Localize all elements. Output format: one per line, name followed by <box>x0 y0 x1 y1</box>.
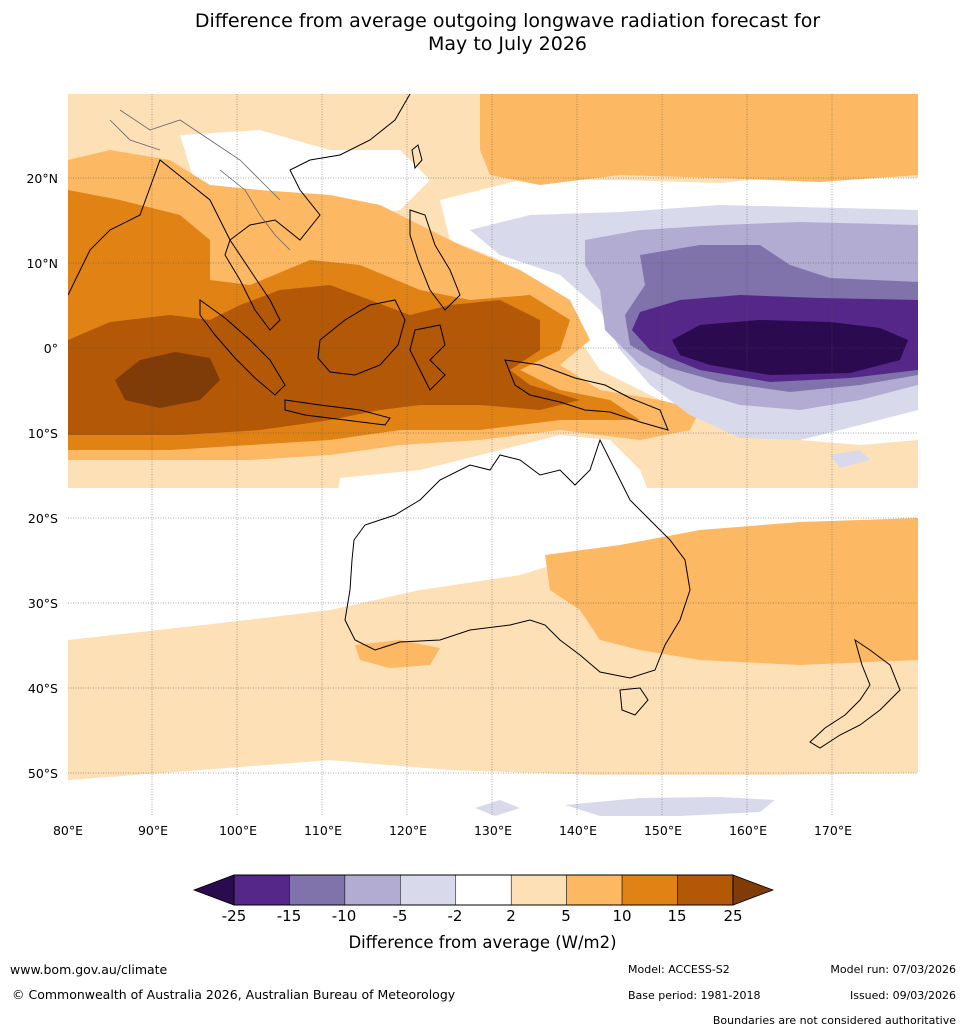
issued-text: Issued: 09/03/2026 <box>849 989 956 1002</box>
website-link[interactable]: www.bom.gov.au/climate <box>10 962 168 977</box>
coast-philippines <box>409 209 461 311</box>
colorbar-extend-high <box>732 874 775 906</box>
colorbar-swatch <box>233 874 290 906</box>
colorbar-tick: -2 <box>447 907 463 925</box>
coast-new-guinea <box>504 359 669 431</box>
lon-label-90e: 90°E <box>137 823 169 838</box>
colorbar-swatch <box>289 874 346 906</box>
colorbar-extend-low <box>192 874 235 906</box>
lon-label-160e: 160°E <box>728 823 767 838</box>
title-line-1: Difference from average outgoing longwav… <box>194 10 821 32</box>
coast-tasmania <box>619 687 649 716</box>
region-neg25-pacific <box>672 320 908 375</box>
colorbar-tick: 15 <box>667 907 687 925</box>
colorbar-tick: -5 <box>392 907 408 925</box>
colorbar-swatch <box>455 874 512 906</box>
region-pos5-tasman <box>545 518 918 665</box>
region-pos25-indian-ocean <box>115 352 220 408</box>
lon-label-140e: 140°E <box>558 823 597 838</box>
model-run-text: Model run: 07/03/2026 <box>830 963 956 976</box>
lat-label-10n: 10°N <box>26 256 58 271</box>
lat-label-40s: 40°S <box>27 681 58 696</box>
region-pos2-southern-ocean <box>68 640 918 780</box>
lat-label-50s: 50°S <box>27 766 58 781</box>
colorbar-tick: -10 <box>331 907 357 925</box>
colorbar-tick: 25 <box>723 907 743 925</box>
coast-borneo <box>317 299 406 376</box>
colorbar-tick: 2 <box>506 907 516 925</box>
colorbar-tick: 5 <box>561 907 571 925</box>
colorbar-boxes <box>192 874 775 906</box>
coast-asia-mainland <box>68 94 411 331</box>
colorbar-tick: 10 <box>612 907 632 925</box>
coast-sulawesi <box>409 324 446 391</box>
lat-label-20s: 20°S <box>27 511 58 526</box>
model-text: Model: ACCESS-S2 <box>628 963 730 976</box>
copyright-text: © Commonwealth of Australia 2026, Austra… <box>12 987 456 1002</box>
coast-taiwan <box>411 144 423 170</box>
lon-label-100e: 100°E <box>218 823 257 838</box>
coastlines <box>68 94 901 749</box>
lat-label-10s: 10°S <box>27 426 58 441</box>
colorbar-tick: -15 <box>276 907 302 925</box>
colorbar-tick: -25 <box>221 907 247 925</box>
title-line-2: May to July 2026 <box>428 33 587 55</box>
coast-sumatra <box>199 299 286 396</box>
anomaly-field <box>68 94 918 816</box>
base-period-text: Base period: 1981-2018 <box>628 989 761 1002</box>
region-neg2-south-a <box>475 800 520 816</box>
lat-label-0: 0° <box>43 341 58 356</box>
lon-label-120e: 120°E <box>388 823 427 838</box>
colorbar-label: Difference from average (W/m2) <box>348 933 617 952</box>
country-borders <box>109 109 291 251</box>
graticule <box>68 94 918 816</box>
lat-label-30s: 30°S <box>27 596 58 611</box>
colorbar-outline <box>233 874 734 906</box>
region-pos5-north-pacific <box>480 94 918 185</box>
colorbar-swatch <box>566 874 623 906</box>
colorbar-swatch <box>344 874 401 906</box>
region-pos5-bight <box>355 640 440 668</box>
lon-label-80e: 80°E <box>52 823 84 838</box>
coast-java <box>284 399 391 426</box>
region-neg2-fiji <box>830 450 870 468</box>
lon-label-170e: 170°E <box>813 823 852 838</box>
lon-label-130e: 130°E <box>473 823 512 838</box>
colorbar-swatch <box>400 874 457 906</box>
colorbar-swatch <box>621 874 678 906</box>
lon-label-110e: 110°E <box>303 823 342 838</box>
lat-label-20n: 20°N <box>26 171 58 186</box>
coast-australia <box>344 438 691 679</box>
boundaries-note: Boundaries are not considered authoritat… <box>712 1014 956 1027</box>
chart-title: Difference from average outgoing longwav… <box>0 10 965 56</box>
colorbar-swatch <box>677 874 734 906</box>
colorbar-swatch <box>510 874 567 906</box>
coast-new-zealand <box>809 638 901 749</box>
lon-label-150e: 150°E <box>643 823 682 838</box>
region-neg2-south-b <box>565 797 775 816</box>
